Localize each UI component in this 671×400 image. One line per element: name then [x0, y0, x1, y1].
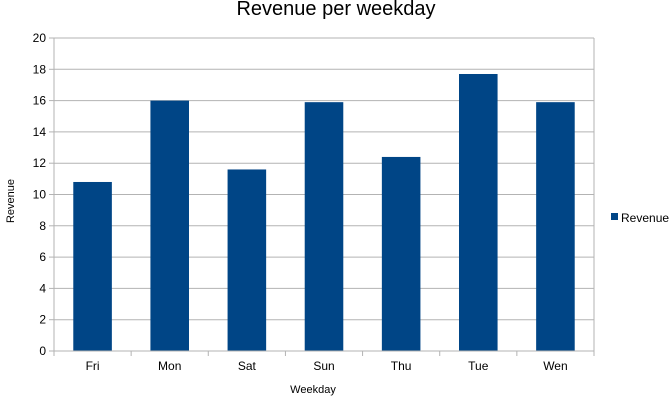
x-tick-label: Wen	[543, 359, 567, 373]
legend-label: Revenue	[621, 211, 669, 225]
chart-title: Revenue per weekday	[236, 0, 435, 20]
x-tick-labels: Fri Mon Sat Sun Thu Tue Wen	[86, 359, 568, 373]
y-tick-label: 4	[39, 281, 46, 295]
y-tick-label: 20	[33, 31, 47, 45]
legend-swatch	[611, 213, 618, 220]
y-tick-label: 18	[33, 62, 47, 76]
x-tick-label: Thu	[391, 359, 412, 373]
bars	[73, 73, 575, 352]
bar	[73, 181, 112, 351]
x-tick-label: Tue	[468, 359, 489, 373]
bar	[459, 73, 498, 352]
y-axis-label: Revenue	[5, 179, 17, 223]
y-tick-label: 6	[39, 250, 46, 264]
x-axis-label: Weekday	[290, 384, 336, 396]
x-tick-label: Fri	[86, 359, 100, 373]
y-tick-label: 8	[39, 219, 46, 233]
y-tick-label: 0	[39, 344, 46, 358]
y-tick-label: 12	[33, 156, 47, 170]
y-tick-label: 2	[39, 313, 46, 327]
axes	[53, 38, 595, 356]
y-tick-label: 14	[33, 125, 47, 139]
bar	[227, 169, 267, 351]
bar	[381, 156, 421, 351]
legend: Revenue	[611, 211, 669, 225]
bar	[150, 100, 189, 351]
y-tick-label: 10	[33, 188, 47, 202]
x-tick-label: Mon	[158, 359, 181, 373]
x-tick-label: Sun	[313, 359, 334, 373]
y-tick-labels: 0 2 4 6 8 10 12 14 16 18 20	[33, 31, 47, 358]
bar	[304, 102, 344, 351]
bar	[536, 102, 575, 351]
y-tick-label: 16	[33, 94, 47, 108]
x-tick-label: Sat	[238, 359, 257, 373]
